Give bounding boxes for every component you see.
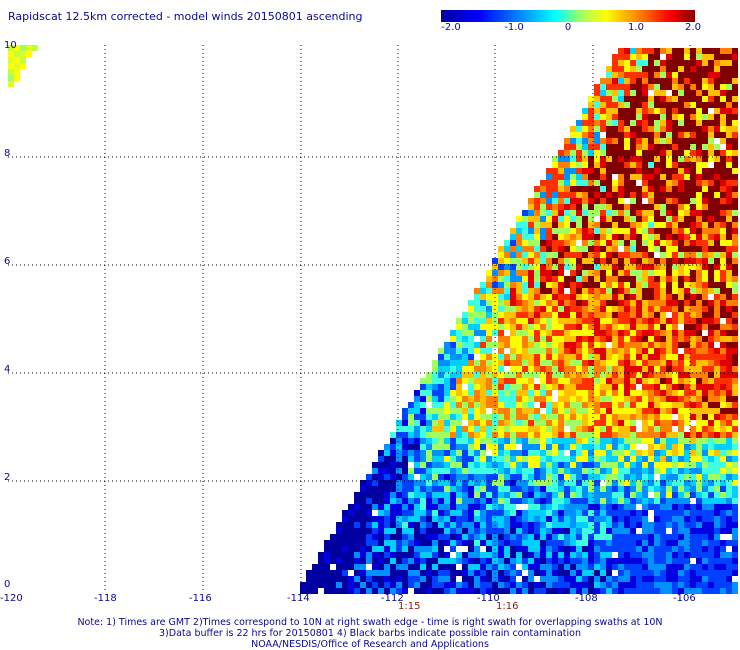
- lon-tick-label: -120: [0, 593, 23, 604]
- map-area: [8, 45, 738, 594]
- colorbar-label: -1.0: [504, 22, 524, 33]
- lat-tick-label: 10: [4, 40, 17, 51]
- footnote-line: NOAA/NESDIS/Office of Research and Appli…: [251, 639, 489, 650]
- colorbar-label: 0: [564, 22, 572, 33]
- lon-tick-label: -116: [189, 593, 212, 604]
- lon-tick-label: -114: [287, 593, 310, 604]
- lon-tick-label: -106: [673, 593, 696, 604]
- lat-tick-label: 4: [4, 364, 11, 375]
- lat-tick-label: 2: [4, 472, 11, 483]
- lon-tick-label: -112: [381, 593, 404, 604]
- footnote-line: 3)Data buffer is 22 hrs for 20150801 4) …: [159, 628, 581, 639]
- colorbar-label: 1.0: [628, 22, 644, 33]
- lat-tick-label: 8: [4, 148, 11, 159]
- lon-tick-label: -110: [477, 593, 500, 604]
- lat-tick-label: 6: [4, 256, 11, 267]
- lat-tick-label: 0: [4, 579, 11, 590]
- footnote-line: Note: 1) Times are GMT 2)Times correspon…: [77, 617, 663, 628]
- time-label: 1:16: [496, 601, 519, 612]
- lon-tick-label: -118: [94, 593, 117, 604]
- colorbar-label: 2.0: [685, 22, 701, 33]
- chart-title: Rapidscat 12.5km corrected - model winds…: [8, 10, 363, 23]
- colorbar: [441, 10, 695, 22]
- time-label: 1:15: [398, 601, 421, 612]
- colorbar-label: -2.0: [441, 22, 461, 33]
- lon-tick-label: -108: [575, 593, 598, 604]
